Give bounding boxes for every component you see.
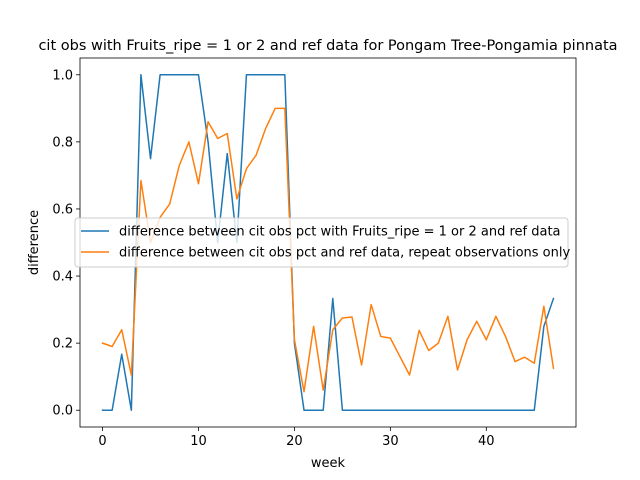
series-line-1 — [101, 74, 555, 411]
x-tick-label: 40 — [478, 434, 495, 449]
x-tick-label: 20 — [286, 434, 303, 449]
x-axis-title: week — [311, 456, 346, 471]
chart-title: cit obs with Fruits_ripe = 1 or 2 and re… — [38, 38, 617, 54]
x-tick-label: 10 — [190, 434, 207, 449]
y-tick-label: 0.4 — [52, 270, 73, 285]
y-tick-label: 0.8 — [52, 135, 73, 150]
y-tick-label: 0.0 — [52, 404, 73, 419]
legend-label-1: difference between cit obs pct with Frui… — [119, 225, 561, 240]
series-layer — [101, 74, 555, 411]
series-line-2 — [101, 107, 555, 393]
legend-box — [74, 217, 569, 268]
y-axis-title: difference — [27, 210, 42, 275]
ticks-layer: 0 10 20 30 40 0.0 0.2 0.4 0.6 0.8 1.0 — [52, 68, 494, 449]
y-tick-label: 1.0 — [52, 68, 73, 83]
legend-label-2: difference between cit obs pct and ref d… — [119, 246, 570, 261]
x-tick-label: 30 — [382, 434, 399, 449]
y-tick-label: 0.6 — [52, 202, 73, 217]
y-tick-label: 0.2 — [52, 337, 73, 352]
legend: difference between cit obs pct with Frui… — [74, 217, 570, 268]
x-tick-label: 0 — [98, 434, 106, 449]
